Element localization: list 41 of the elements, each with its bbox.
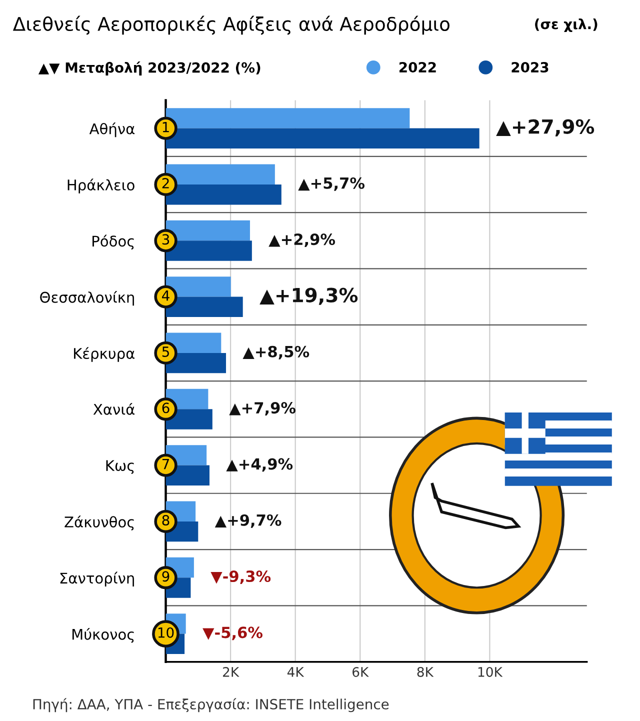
annotation: 1 [162, 122, 169, 132]
annotation: ▲+9,7% [214, 514, 282, 528]
chart-subtitle: (σε χιλ.) [535, 18, 598, 32]
y-tick-label: Ηράκλειο [68, 178, 134, 194]
y-tick-label: Κως [106, 460, 134, 474]
annotation: 3 [162, 234, 170, 245]
annotation: 6 [162, 402, 170, 414]
y-tick-label: Θεσσαλονίκη [40, 290, 134, 306]
text: ▲▼ Μεταβολή 2023/2022 (%) [38, 61, 260, 76]
annotation: ▲+27,9% [496, 119, 594, 136]
y-tick-label: Ζάκυνθος [64, 516, 134, 530]
y-tick-label: Ρόδος [92, 234, 134, 250]
annotation: 8 [162, 514, 170, 526]
y-tick-label: Μύκονος [72, 628, 134, 643]
legend-label: 2023 [512, 62, 548, 73]
chart-title: Διεθνείς Αεροπορικές Αφίξεις ανά Αεροδρόμιο [12, 16, 450, 35]
x-tick-label: 2K [222, 666, 240, 677]
annotation: 9 [162, 571, 170, 582]
y-tick-label: Κέρκυρα [74, 347, 135, 362]
annotation: ▲+8,5% [242, 346, 310, 360]
x-tick-label: 6K [352, 666, 369, 677]
y-tick-label: Σαντορίνη [60, 572, 134, 586]
annotation: ▼-5,6% [202, 626, 262, 640]
annotation: 4 [162, 290, 170, 301]
annotation: ▲+7,9% [229, 402, 296, 416]
y-tick-label: Αθήνα [89, 122, 135, 138]
annotation: 7 [162, 459, 169, 470]
legend-label: 2022 [399, 62, 436, 73]
annotation: ▲+2,9% [268, 234, 336, 248]
annotation: 5 [162, 346, 169, 357]
annotation: ▼-9,3% [210, 570, 271, 584]
x-tick-label: 8K [417, 666, 434, 677]
annotation: 10 [158, 627, 174, 638]
annotation: ▲+5,7% [298, 177, 365, 191]
x-tick-label: 4K [287, 667, 304, 677]
annotation: 2 [162, 178, 169, 188]
y-tick-label: Χανιά [93, 403, 135, 415]
x-tick-label: 10K [478, 666, 503, 677]
annotation: ▲+4,9% [226, 458, 293, 472]
text: Πηγή: ΔΑΑ, ΥΠΑ - Επεξεργασία: INSETE Intelligence [33, 698, 389, 712]
annotation: ▲+19,3% [260, 288, 358, 305]
